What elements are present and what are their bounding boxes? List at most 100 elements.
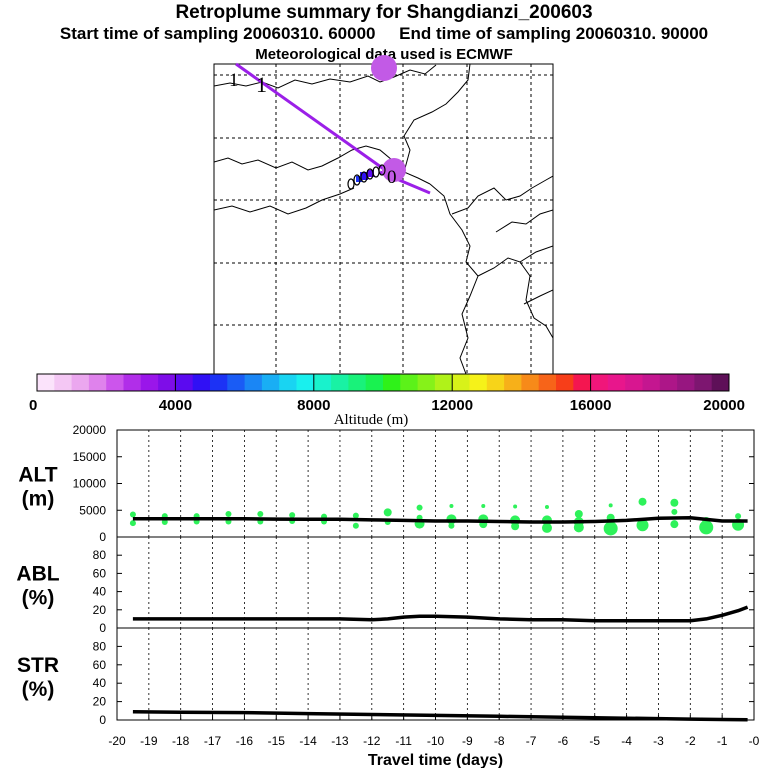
colorbar-cell [175, 374, 194, 391]
plume-track-upper [235, 62, 389, 174]
x-tick-label: -5 [589, 734, 600, 748]
y-tick-label: 10000 [73, 477, 107, 491]
start-time-label: Start time of sampling 20060310. 60000 [59, 24, 376, 43]
colorbar-cell [37, 374, 55, 391]
colorbar-tick-label: 16000 [570, 397, 612, 414]
y-tick-label: 0 [99, 621, 106, 635]
plume-cluster-north [371, 55, 397, 81]
y-tick-label: 15000 [73, 450, 107, 464]
y-tick-label: 20 [93, 603, 107, 617]
x-tick-label: -1 [717, 734, 728, 748]
map-label: 1 [229, 70, 239, 91]
colorbar-cell [469, 374, 488, 391]
x-tick-label: -17 [204, 734, 222, 748]
altitude-point [670, 498, 679, 507]
panel-alt: 0 5000 10000 15000 20000 ALT(m) [18, 423, 755, 544]
colorbar-cell [573, 374, 591, 391]
x-tick-label: -10 [427, 734, 445, 748]
x-tick-label: -2 [685, 734, 696, 748]
y-axis-label: ALT [18, 464, 57, 487]
chart-title: Retroplume summary for Shangdianzi_20060… [175, 2, 593, 23]
y-tick-label: 40 [93, 585, 107, 599]
met-data-label: Meteorological data used is ECMWF [255, 46, 513, 63]
altitude-point [671, 508, 678, 515]
colorbar-tick-label: 8000 [297, 397, 330, 414]
altitude-point [541, 522, 552, 533]
colorbar-cell [711, 374, 730, 391]
colorbar-cell [158, 374, 176, 391]
altitude-point [352, 512, 359, 519]
colorbar-cell [607, 374, 626, 391]
y-axis-label: STR [17, 654, 59, 677]
altitude-point [289, 512, 296, 519]
x-tick-label: -8 [494, 734, 505, 748]
colorbar-tick-label: 12000 [431, 397, 473, 414]
altitude-point [511, 522, 520, 531]
x-tick-label: -0 [749, 734, 760, 748]
colorbar-cell [192, 374, 211, 391]
colorbar-cell [625, 374, 643, 391]
x-tick-label: -14 [299, 734, 317, 748]
y-tick-label: 60 [93, 658, 107, 672]
colorbar-cell [261, 374, 280, 391]
altitude-point [636, 519, 649, 532]
series-line [132, 515, 748, 524]
colorbar-cell [383, 374, 401, 391]
altitude-point [448, 522, 455, 529]
altitude-point [735, 513, 742, 520]
series-line [132, 709, 748, 722]
colorbar-cell [123, 374, 142, 391]
y-tick-label: 60 [93, 566, 107, 580]
x-tick-label: -11 [395, 734, 412, 748]
sampling-times: Start time of sampling 20060310. 60000 E… [0, 24, 768, 44]
altitude-point [383, 508, 392, 517]
map-label: 1 [256, 72, 267, 97]
y-tick-label: 0 [99, 713, 106, 727]
colorbar-cell [556, 374, 574, 391]
altitude-point [225, 510, 232, 517]
altitude-point [699, 520, 714, 535]
y-tick-label: 20000 [73, 423, 107, 437]
colorbar-cell [71, 374, 90, 391]
plume-markers [347, 164, 386, 190]
colorbar-cell [88, 374, 107, 391]
x-tick-label: -18 [172, 734, 190, 748]
altitude-point [670, 520, 679, 529]
altitude-point [638, 497, 647, 506]
colorbar-cell [227, 374, 245, 391]
colorbar-cell [210, 374, 228, 391]
altitude-point [481, 503, 486, 508]
altitude-point [608, 503, 613, 508]
y-tick-label: 40 [93, 676, 107, 690]
altitude-point [544, 505, 549, 510]
colorbar-cell [521, 374, 540, 391]
altitude-point [574, 509, 583, 518]
x-tick-label: -12 [363, 734, 381, 748]
x-tick-label: -9 [462, 734, 473, 748]
y-axis-label: (m) [22, 488, 55, 511]
y-tick-label: 80 [93, 639, 107, 653]
map-frame [213, 63, 554, 375]
y-tick-label: 80 [93, 548, 107, 562]
colorbar-cell [659, 374, 678, 391]
colorbar-cell [244, 374, 263, 391]
colorbar-cell [590, 374, 609, 391]
colorbar-cell [106, 374, 124, 391]
colorbar-cell [348, 374, 367, 391]
y-tick-label: 0 [99, 530, 106, 544]
x-tick-label: -15 [268, 734, 286, 748]
altitude-point [603, 521, 618, 536]
x-tick-label: -6 [558, 734, 569, 748]
colorbar-tick-label: 20000 [703, 397, 745, 414]
altitude-point [416, 504, 423, 511]
map-label: 0 [387, 167, 397, 188]
plume-point [356, 176, 362, 182]
colorbar-cell [417, 374, 436, 391]
x-tick-label: -16 [236, 734, 254, 748]
colorbar-tick-label: 0 [29, 397, 37, 414]
y-axis-label: (%) [22, 678, 55, 701]
series-line [132, 605, 749, 623]
panel-abl: 0 20 40 60 80 ABL(%) [16, 536, 755, 635]
